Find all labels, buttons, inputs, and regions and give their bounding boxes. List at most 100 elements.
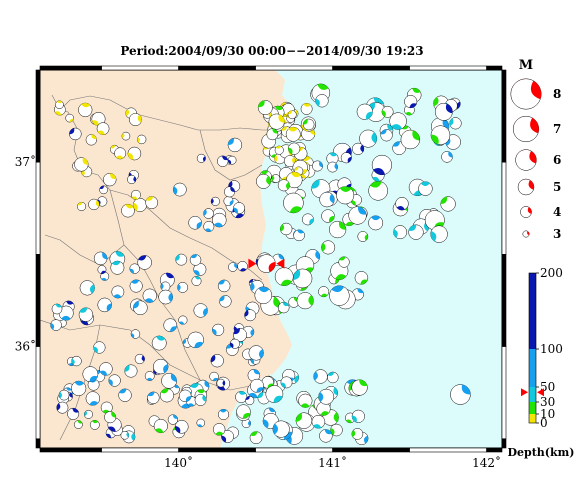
magnitude-label-4: 4 (553, 205, 561, 219)
depth-tick-200: 200 (540, 266, 563, 280)
focal-mechanism (159, 388, 175, 403)
focal-mechanism (145, 196, 159, 209)
magnitude-legend-ball-5 (517, 178, 535, 196)
magnitude-label-3: 3 (553, 227, 561, 241)
focal-mechanism (287, 110, 297, 120)
focal-mechanism (178, 389, 192, 403)
focal-mechanism (167, 414, 179, 425)
focal-mechanism (216, 378, 226, 388)
focal-mechanism (133, 300, 148, 316)
focal-mechanism (237, 261, 248, 272)
focal-mechanism (311, 414, 326, 429)
focal-mechanism (327, 161, 338, 173)
focal-mechanism (97, 265, 107, 275)
focal-mechanism (163, 318, 178, 333)
focal-mechanism-events (50, 83, 471, 446)
focal-mechanism (301, 213, 314, 226)
focal-mechanism (319, 429, 333, 443)
focal-mechanism (440, 196, 456, 212)
focal-mechanism (227, 155, 237, 165)
focal-mechanism (99, 362, 113, 376)
focal-mechanism (393, 225, 408, 240)
focal-mechanism (233, 202, 245, 214)
focal-mechanism (336, 186, 355, 205)
focal-mechanism (93, 251, 108, 266)
focal-mechanism (315, 94, 329, 108)
focal-mechanism (78, 307, 94, 322)
focal-mechanism (298, 393, 313, 408)
depth-color-scale: 200 100 50 30 10 0 Depth(km) (508, 266, 575, 459)
focal-mechanism (449, 117, 462, 130)
focal-mechanism (312, 160, 323, 172)
focal-mechanism (96, 122, 110, 136)
focal-mechanism (329, 220, 347, 239)
focal-mechanism (235, 390, 248, 403)
focal-mechanism (217, 408, 230, 421)
focal-mechanism (293, 229, 305, 242)
magnitude-label-8: 8 (553, 87, 561, 101)
focal-mechanism (132, 197, 147, 212)
focal-mechanism (85, 391, 101, 406)
focal-mechanism (368, 215, 384, 231)
focal-mechanism (93, 341, 106, 354)
focal-mechanism (381, 105, 394, 118)
depth-tick-100: 100 (540, 342, 563, 356)
focal-mechanism (203, 208, 214, 219)
focal-mechanism (250, 378, 264, 393)
focal-mechanism (153, 358, 169, 375)
focal-mechanism (55, 100, 64, 110)
focal-mechanism (121, 131, 131, 141)
focal-mechanism (295, 412, 313, 429)
focal-mechanism (233, 328, 247, 342)
focal-mechanism (56, 401, 69, 414)
focal-mechanism (265, 385, 284, 403)
focal-mechanism (236, 404, 251, 419)
focal-mechanism (357, 231, 369, 242)
map-frame (35, 65, 507, 453)
focal-mechanism (127, 146, 142, 161)
magnitude-label-5: 5 (553, 180, 561, 194)
magnitude-legend-title: M (519, 58, 533, 73)
focal-mechanism (194, 394, 207, 406)
focal-mechanism (120, 430, 130, 440)
magnitude-legend-ball-6 (515, 149, 537, 171)
magnitude-legend-ball-7 (512, 115, 540, 143)
focal-mechanism (348, 206, 367, 225)
focal-mechanism (313, 369, 328, 384)
focal-mechanism (203, 221, 215, 232)
lon-tick-142: 142˚ (472, 455, 501, 470)
lon-tick-140: 140˚ (164, 455, 193, 470)
focal-mechanism (340, 152, 352, 164)
lon-tick-141: 141˚ (318, 455, 347, 470)
focal-mechanism (99, 185, 108, 195)
focal-mechanism (321, 209, 335, 223)
focal-mechanism (229, 338, 240, 349)
focal-mechanism (111, 285, 125, 299)
focal-mechanism (51, 303, 63, 315)
focal-mechanism (380, 129, 393, 142)
focal-mechanism (158, 289, 174, 305)
focal-mechanism (74, 157, 89, 172)
axis-tick-labels: 140˚ 141˚ 142˚ 37˚ 36˚ (15, 154, 501, 470)
focal-mechanism (274, 145, 284, 155)
focal-mechanism (283, 192, 304, 214)
highlighted-event (257, 254, 276, 273)
focal-mechanism (74, 420, 83, 429)
focal-mechanism (430, 225, 448, 243)
focal-mechanism (83, 409, 93, 419)
focal-mechanism (228, 262, 238, 272)
focal-mechanism (69, 127, 82, 141)
focal-mechanism (100, 401, 113, 414)
focal-mechanism (338, 256, 350, 268)
focal-mechanism (319, 191, 335, 208)
focal-mechanism (268, 113, 285, 130)
focal-mechanism (172, 182, 187, 197)
focal-mechanism (404, 95, 418, 109)
focal-mechanism (296, 292, 314, 310)
focal-mechanism (266, 128, 279, 141)
focal-mechanism (219, 295, 232, 308)
depth-scale-band (529, 349, 536, 387)
focal-mechanism (272, 420, 290, 438)
focal-mechanism (430, 125, 451, 145)
focal-mechanism (136, 134, 147, 145)
